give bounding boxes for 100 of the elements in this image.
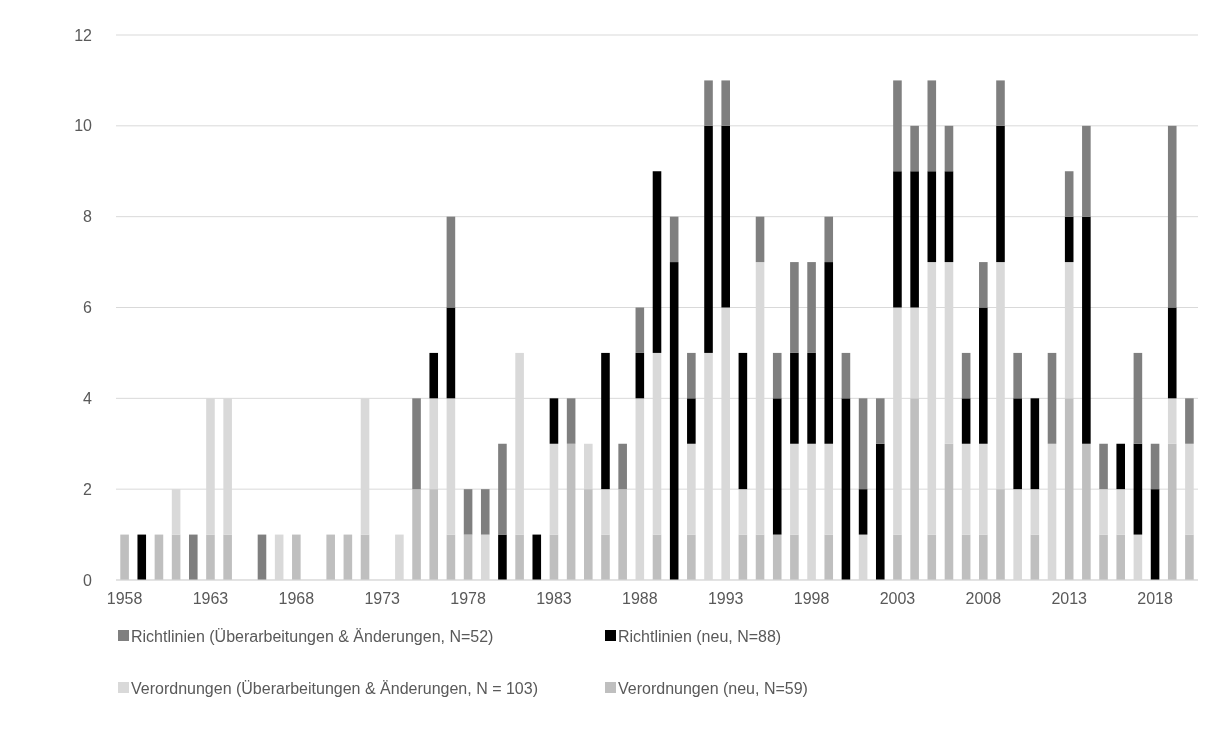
bar [1030, 534, 1040, 580]
bar [652, 534, 662, 580]
bar [1082, 216, 1091, 444]
bar [687, 352, 696, 399]
bar [772, 534, 782, 580]
x-tick-label: 1968 [278, 590, 315, 607]
bar [171, 534, 181, 580]
y-tick-label: 6 [83, 299, 93, 317]
bar [893, 80, 902, 172]
legend-label: Richtlinien (Überarbeitungen & Änderungen, N=52) [131, 627, 494, 645]
bar [549, 534, 559, 580]
bar [446, 534, 456, 580]
bar [858, 398, 868, 490]
bar [1185, 534, 1194, 580]
x-tick-label: 1988 [622, 590, 658, 607]
bar [704, 80, 713, 126]
bar [772, 352, 782, 399]
bar [1116, 534, 1126, 580]
bar [635, 352, 645, 399]
bar [790, 262, 799, 353]
bar [824, 534, 834, 580]
bar [1167, 443, 1177, 580]
bar [1150, 443, 1160, 490]
bar [772, 398, 782, 535]
bar [412, 398, 421, 490]
bar [1047, 352, 1057, 444]
bar [893, 534, 902, 580]
bar [1185, 398, 1194, 444]
bar [1082, 125, 1091, 217]
bar [601, 352, 610, 490]
x-tick-label: 1993 [707, 590, 744, 607]
bar [1133, 352, 1143, 444]
y-tick-label: 10 [74, 117, 93, 135]
bar [721, 80, 730, 126]
y-tick-label: 0 [83, 571, 93, 589]
y-tick-label: 4 [83, 389, 93, 407]
bar [1099, 443, 1108, 490]
bar [910, 398, 919, 580]
bar [1064, 216, 1074, 263]
bar [824, 262, 834, 444]
bar [910, 125, 919, 172]
bar [669, 262, 679, 580]
bar [996, 80, 1005, 126]
bar [979, 534, 988, 580]
bar [412, 489, 421, 580]
bar [944, 171, 954, 263]
x-tick-label: 1958 [106, 590, 143, 607]
bar [738, 534, 748, 580]
bar [1013, 398, 1022, 490]
bar [206, 534, 215, 580]
bar [429, 352, 439, 399]
bar [738, 352, 748, 490]
bar [927, 80, 937, 172]
bar [1013, 352, 1022, 399]
bar [961, 534, 971, 580]
bar [944, 443, 954, 580]
bar [549, 398, 559, 444]
bar [498, 443, 507, 535]
bar [944, 125, 954, 172]
bar [652, 171, 662, 353]
bar [1167, 307, 1177, 399]
bar [584, 443, 593, 490]
bar [858, 489, 868, 535]
bar [360, 534, 370, 580]
bar [841, 398, 851, 580]
bar [446, 216, 456, 308]
bar [790, 352, 799, 444]
bar [893, 171, 902, 308]
bar [927, 171, 937, 263]
bar [343, 534, 353, 580]
bar [618, 443, 627, 490]
bar [532, 534, 542, 580]
bar [1082, 443, 1091, 580]
bar [463, 534, 473, 580]
bar [326, 534, 335, 580]
bar [1133, 443, 1143, 535]
x-tick-label: 2003 [879, 590, 916, 607]
bar [1099, 534, 1108, 580]
bar [120, 534, 129, 580]
bar [1150, 489, 1160, 580]
bar [618, 489, 627, 580]
x-tick-label: 2013 [1051, 590, 1088, 607]
bar [755, 216, 765, 263]
bar [807, 262, 816, 353]
bar [223, 534, 232, 580]
x-tick-label: 1963 [192, 590, 229, 607]
bar [961, 398, 971, 444]
bar [480, 489, 490, 535]
legend-label: Richtlinien (neu, N=88) [618, 627, 782, 645]
bar [292, 534, 301, 580]
bar [875, 398, 885, 444]
bar [566, 443, 576, 580]
y-tick-label: 8 [83, 208, 93, 226]
bar [1116, 443, 1126, 490]
bar [154, 534, 164, 580]
bar [515, 534, 524, 580]
bar [790, 534, 799, 580]
y-tick-label: 12 [74, 26, 93, 44]
bar [601, 534, 610, 580]
x-tick-label: 1978 [450, 590, 486, 607]
